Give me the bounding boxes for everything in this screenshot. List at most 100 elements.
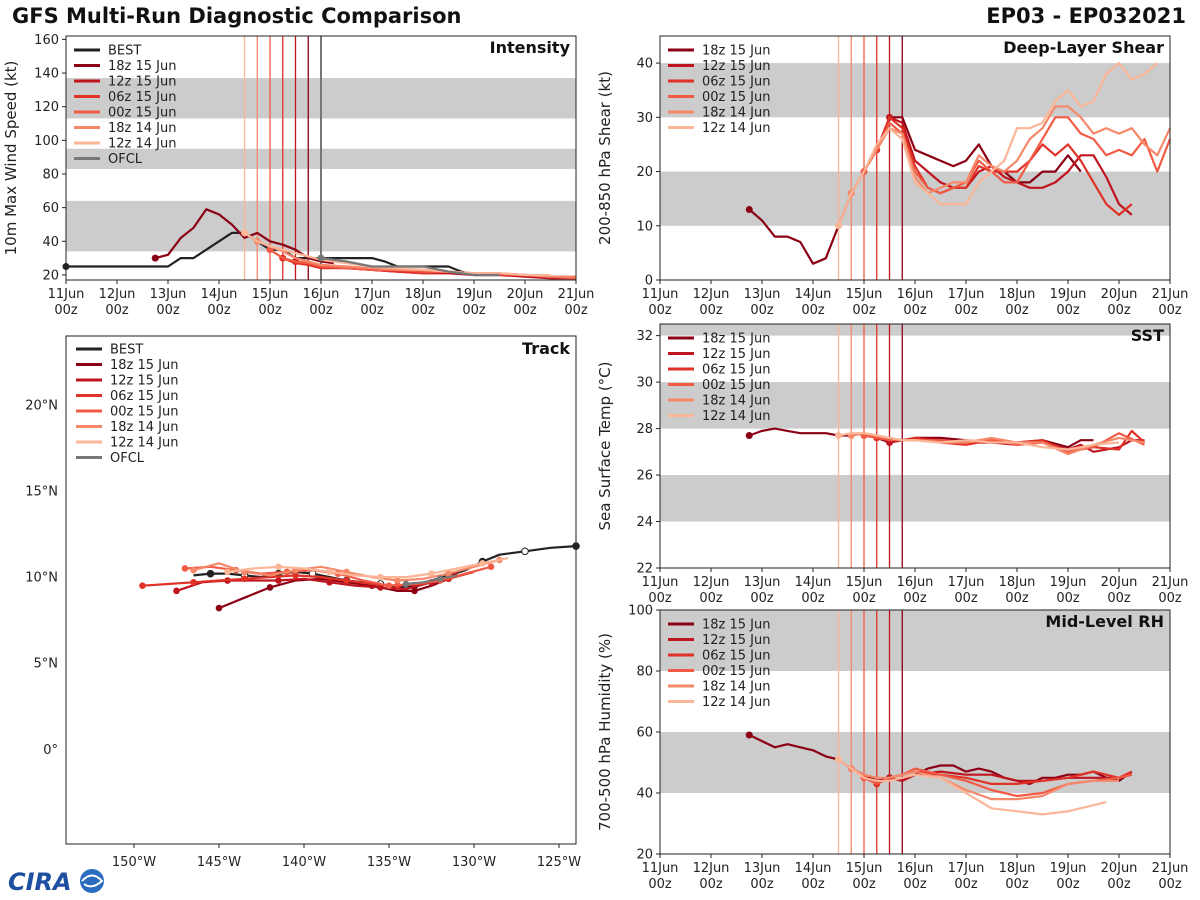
- track-point: [190, 578, 197, 586]
- sst-ytick-label: 32: [636, 329, 653, 344]
- rh-xtick-label: 00z: [852, 877, 876, 892]
- rh-xtick-label: 00z: [1107, 877, 1131, 892]
- rh-xtick-label: 00z: [750, 877, 774, 892]
- track-point: [487, 563, 495, 571]
- track-legend-label: 12z 15 Jun: [110, 374, 179, 389]
- intensity-xtick-label: 17Jun: [354, 287, 391, 302]
- track-point: [173, 587, 180, 595]
- sst-legend-label: 18z 15 Jun: [702, 332, 771, 347]
- rh-xtick-label: 16Jun: [897, 861, 934, 876]
- shear-xtick-label: 11Jun: [642, 287, 679, 302]
- track-point: [181, 565, 189, 572]
- shear-series-12z-14-jun: [837, 61, 1159, 227]
- intensity-xtick-label: 16Jun: [303, 287, 340, 302]
- cira-logo: CIRA: [8, 868, 104, 896]
- rh-series-start-point: [835, 755, 842, 763]
- logo-swirl-icon: [81, 874, 104, 888]
- rh-legend-label: 12z 14 Jun: [702, 695, 771, 710]
- sst-legend-label: 06z 15 Jun: [702, 363, 771, 378]
- shear-xtick-label: 00z: [1158, 303, 1182, 318]
- shear-xtick-label: 00z: [1056, 303, 1080, 318]
- shear-legend-label: 18z 15 Jun: [702, 44, 771, 59]
- sst-xtick-label: 00z: [699, 591, 723, 606]
- track-xtick-label: 135°W: [367, 855, 411, 870]
- sst-xtick-label: 21Jun: [1152, 575, 1189, 590]
- shear-xtick-label: 16Jun: [897, 287, 934, 302]
- rh-xtick-label: 20Jun: [1101, 861, 1138, 876]
- track-ytick-label: 5°N: [34, 657, 59, 672]
- rh-series-18z-15-jun: [748, 734, 1133, 786]
- shear-ytick-label: 10: [636, 219, 653, 234]
- intensity-xtick-label: 21Jun: [558, 287, 595, 302]
- rh-xtick-label: 00z: [801, 877, 825, 892]
- sst-band: [660, 382, 1170, 429]
- intensity-xtick-label: 13Jun: [150, 287, 187, 302]
- track-xtick-label: 125°W: [537, 855, 581, 870]
- shear-xtick-label: 00z: [648, 303, 672, 318]
- sst-legend-label: 00z 15 Jun: [702, 378, 771, 393]
- shear-ytick-label: 30: [636, 111, 653, 126]
- shear-xtick-label: 00z: [852, 303, 876, 318]
- sst-xtick-label: 11Jun: [642, 575, 679, 590]
- track-ytick-label: 10°N: [25, 571, 58, 586]
- shear-xtick-label: 00z: [1107, 303, 1131, 318]
- storm-id: EP03 - EP032021: [986, 4, 1186, 28]
- intensity-xtick-label: 18Jun: [405, 287, 442, 302]
- rh-legend-label: 12z 15 Jun: [702, 633, 771, 648]
- intensity-ytick-label: 60: [42, 201, 59, 216]
- sst-xtick-label: 00z: [903, 591, 927, 606]
- sst-series-12z-14-jun: [838, 432, 1120, 451]
- track-point: [224, 568, 231, 576]
- track-point: [445, 570, 452, 577]
- sst-xtick-label: 17Jun: [948, 575, 985, 590]
- track-point: [292, 572, 299, 579]
- shear-series-18z-14-jun: [850, 105, 1171, 195]
- intensity-xtick-label: 00z: [207, 303, 231, 318]
- shear-title: Deep-Layer Shear: [1003, 38, 1164, 57]
- sst-xtick-label: 00z: [1107, 591, 1131, 606]
- track-point: [411, 587, 418, 595]
- intensity-panel: 2040608010012014016011Jun00z12Jun00z13Ju…: [2, 33, 594, 318]
- rh-xtick-label: 00z: [699, 877, 723, 892]
- track-legend-label: OFCL: [110, 451, 145, 466]
- shear-panel: 01020304011Jun00z12Jun00z13Jun00z14Jun00…: [596, 35, 1188, 318]
- shear-xtick-label: 00z: [801, 303, 825, 318]
- sst-xtick-label: 00z: [1158, 591, 1182, 606]
- intensity-title: Intensity: [490, 38, 571, 57]
- rh-panel: 2040608010011Jun00z12Jun00z13Jun00z14Jun…: [596, 604, 1188, 893]
- track-ytick-label: 0°: [43, 743, 58, 758]
- shear-ylabel: 200-850 hPa Shear (kt): [596, 71, 614, 245]
- track-legend-label: 18z 15 Jun: [110, 358, 179, 373]
- rh-ytick-label: 100: [628, 604, 653, 619]
- track-point: [326, 568, 333, 576]
- sst-xtick-label: 13Jun: [744, 575, 781, 590]
- rh-xtick-label: 15Jun: [846, 861, 883, 876]
- intensity-xtick-label: 11Jun: [48, 287, 85, 302]
- intensity-series-start-point: [317, 254, 325, 262]
- rh-legend-label: 00z 15 Jun: [702, 664, 771, 679]
- rh-xtick-label: 21Jun: [1152, 861, 1189, 876]
- rh-xtick-label: 13Jun: [744, 861, 781, 876]
- sst-ytick-label: 22: [636, 562, 653, 577]
- intensity-xtick-label: 12Jun: [99, 287, 136, 302]
- track-point: [190, 566, 197, 574]
- rh-legend-label: 18z 14 Jun: [702, 680, 771, 695]
- track-point: [343, 577, 350, 584]
- sst-ytick-label: 24: [636, 515, 653, 530]
- sst-legend-label: 12z 14 Jun: [702, 409, 771, 424]
- intensity-xtick-label: 00z: [564, 303, 588, 318]
- intensity-legend-label: 00z 15 Jun: [108, 106, 177, 121]
- rh-xtick-label: 00z: [1056, 877, 1080, 892]
- track-point: [428, 570, 435, 577]
- intensity-series-best: [66, 231, 500, 277]
- intensity-legend-label: BEST: [108, 44, 141, 59]
- shear-legend-label: 12z 15 Jun: [702, 59, 771, 74]
- track-point: [206, 569, 215, 578]
- intensity-xtick-label: 19Jun: [456, 287, 493, 302]
- rh-xtick-label: 11Jun: [642, 861, 679, 876]
- shear-xtick-label: 15Jun: [846, 287, 883, 302]
- shear-xtick-label: 18Jun: [999, 287, 1036, 302]
- track-point: [377, 573, 384, 581]
- intensity-ytick-label: 140: [34, 67, 59, 82]
- shear-xtick-label: 00z: [903, 303, 927, 318]
